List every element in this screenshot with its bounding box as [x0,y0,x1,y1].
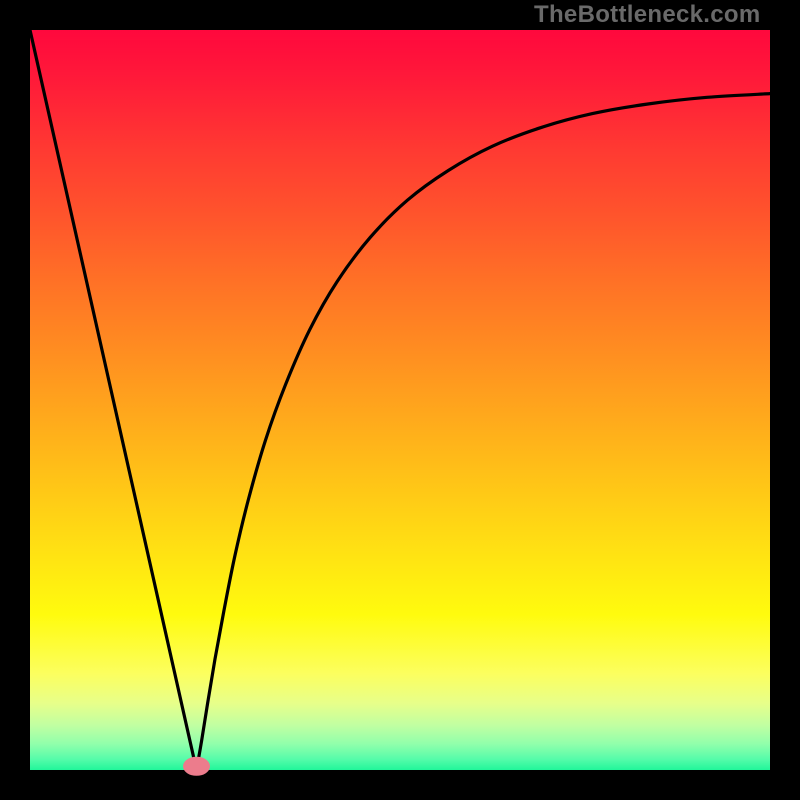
watermark-text: TheBottleneck.com [534,1,760,29]
chart-svg [0,0,800,800]
notch-marker [184,757,210,775]
bottleneck-curve [30,30,770,770]
